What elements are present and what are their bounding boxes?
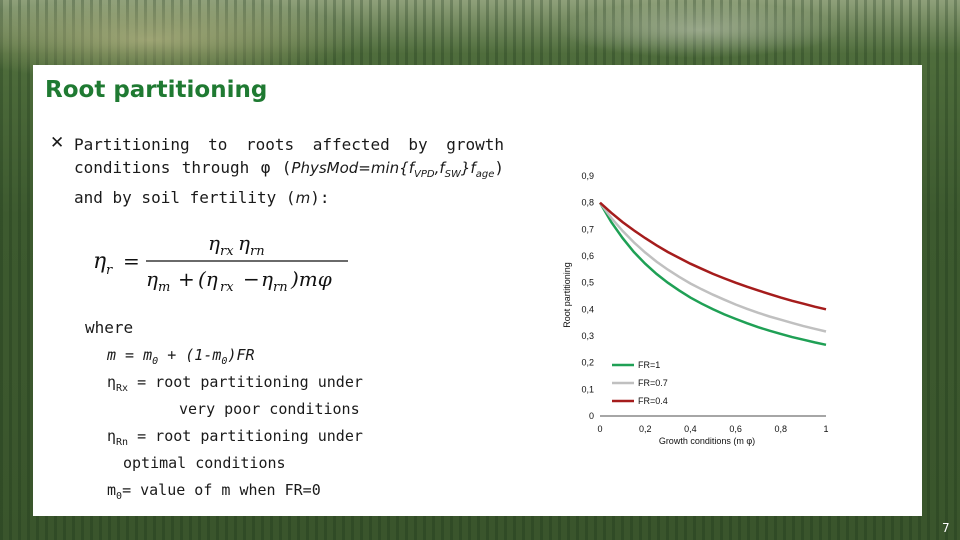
def-m-a: m = m xyxy=(107,346,153,364)
series-line-fr-0-7 xyxy=(598,201,827,333)
bullet-part2: ) and by soil fertility ( xyxy=(74,158,504,207)
slide-content: Root partitioning ✕ Partitioning to root… xyxy=(33,65,922,516)
def-rx: ηRx = root partitioning under xyxy=(107,373,363,394)
def-rx-sub: Rx xyxy=(116,383,129,394)
chart-axes: 0 0,1 0,2 0,3 0,4 0,5 0,6 0,7 0,8 0,9 0 0,2 0,4 0,6 0,… xyxy=(581,171,828,434)
page-number: 7 xyxy=(942,521,950,535)
sub-sw: SW xyxy=(444,169,461,180)
formula-eq: = xyxy=(123,249,140,273)
def-rn-cont: optimal conditions xyxy=(123,454,286,472)
x-tick-label: 0,4 xyxy=(684,424,697,434)
def-m0-b: = value of m when FR=0 xyxy=(122,481,321,499)
physmod-close: }f xyxy=(460,159,476,177)
legend-label: FR=0.7 xyxy=(638,378,668,388)
legend-label: FR=1 xyxy=(638,360,660,370)
y-tick-label: 0 xyxy=(589,411,594,421)
y-tick-label: 0,9 xyxy=(581,171,594,181)
def-rx-sym: η xyxy=(107,373,117,391)
bullet-part3: ): xyxy=(310,188,330,207)
slide-title: Root partitioning xyxy=(45,77,268,103)
formula-num-b-sub: rn xyxy=(250,244,265,259)
legend-label: FR=0.4 xyxy=(638,396,668,406)
def-rn-sym: η xyxy=(107,427,117,445)
sub-age: age xyxy=(475,169,495,180)
root-partitioning-chart: 0 0,1 0,2 0,3 0,4 0,5 0,6 0,7 0,8 0,9 0 0,2 0,4 0,6 0,… xyxy=(562,171,829,446)
def-m0-a: m xyxy=(107,481,117,499)
def-m-sub: 0 xyxy=(152,356,159,367)
def-m: m = m0 + (1-m0)FR xyxy=(107,346,255,367)
x-tick-label: 0 xyxy=(597,424,602,434)
def-m-c: )FR xyxy=(227,346,255,364)
series-line-fr-1 xyxy=(598,202,827,347)
def-rn: ηRn = root partitioning under xyxy=(107,427,363,448)
sub-vpd: VPD xyxy=(414,169,435,180)
x-tick-label: 0,6 xyxy=(729,424,742,434)
physmod-comma: ,f xyxy=(434,159,445,177)
formula-den-c: η xyxy=(261,267,273,291)
y-tick-label: 0,3 xyxy=(581,331,594,341)
formula-den-a: η xyxy=(146,267,158,291)
formula-den-tail: )mφ xyxy=(290,267,332,291)
chart-series-lines xyxy=(598,201,827,347)
y-tick-label: 0,2 xyxy=(581,358,594,368)
chart-legend: FR=1 FR=0.7 FR=0.4 xyxy=(612,360,668,406)
formula-num-b: η xyxy=(238,231,250,255)
def-rx-text: = root partitioning under xyxy=(128,373,363,391)
x-tick-label: 0,8 xyxy=(775,424,788,434)
y-tick-label: 0,5 xyxy=(581,278,594,288)
y-tick-label: 0,1 xyxy=(581,384,594,394)
def-m0-sub: 0 xyxy=(116,491,123,502)
x-tick-label: 0,2 xyxy=(639,424,652,434)
physmod-text: PhysMod=min{f xyxy=(291,159,414,177)
def-m-sub2: 0 xyxy=(221,356,228,367)
series-line-fr-0-4 xyxy=(599,201,827,311)
y-tick-label: 0,4 xyxy=(581,304,594,314)
formula-num-a: η xyxy=(208,231,220,255)
formula-lhs: η xyxy=(93,249,106,274)
y-tick-label: 0,8 xyxy=(581,198,594,208)
formula-den-b: (η xyxy=(198,267,218,291)
def-rx-cont: very poor conditions xyxy=(179,400,360,418)
def-rn-sub: Rn xyxy=(116,437,129,448)
formula-den-b-sub: rx xyxy=(220,280,234,295)
where-label: where xyxy=(85,318,134,337)
chart-y-axis-label: Root partitioning xyxy=(562,262,572,328)
formula-den-plus: + xyxy=(178,267,195,291)
chart-x-axis-label: Growth conditions (m φ) xyxy=(659,436,755,446)
formula-lhs-sub: r xyxy=(106,263,113,278)
bullet-text: Partitioning to roots affected by growth… xyxy=(74,133,504,210)
root-partitioning-formula: η r = η rx η rn η m + (η rx − η rn )mφ xyxy=(93,231,348,295)
bullet-physmod: PhysMod=min{fVPD,fSW}fage xyxy=(291,159,495,180)
y-tick-label: 0,6 xyxy=(581,251,594,261)
bullet-x-icon: ✕ xyxy=(50,133,65,153)
formula-den-minus: − xyxy=(243,267,260,291)
def-rn-text: = root partitioning under xyxy=(128,427,363,445)
formula-den-c-sub: rn xyxy=(273,280,288,295)
x-tick-label: 1 xyxy=(823,424,828,434)
y-tick-label: 0,7 xyxy=(581,224,594,234)
def-m0: m0= value of m when FR=0 xyxy=(107,481,321,502)
bullet-m: m xyxy=(295,189,311,207)
bullet-part1: Partitioning to roots affected by growth… xyxy=(74,135,504,177)
def-m-b: + (1-m xyxy=(158,346,222,364)
formula-num-a-sub: rx xyxy=(220,244,234,259)
formula-den-a-sub: m xyxy=(158,280,170,295)
